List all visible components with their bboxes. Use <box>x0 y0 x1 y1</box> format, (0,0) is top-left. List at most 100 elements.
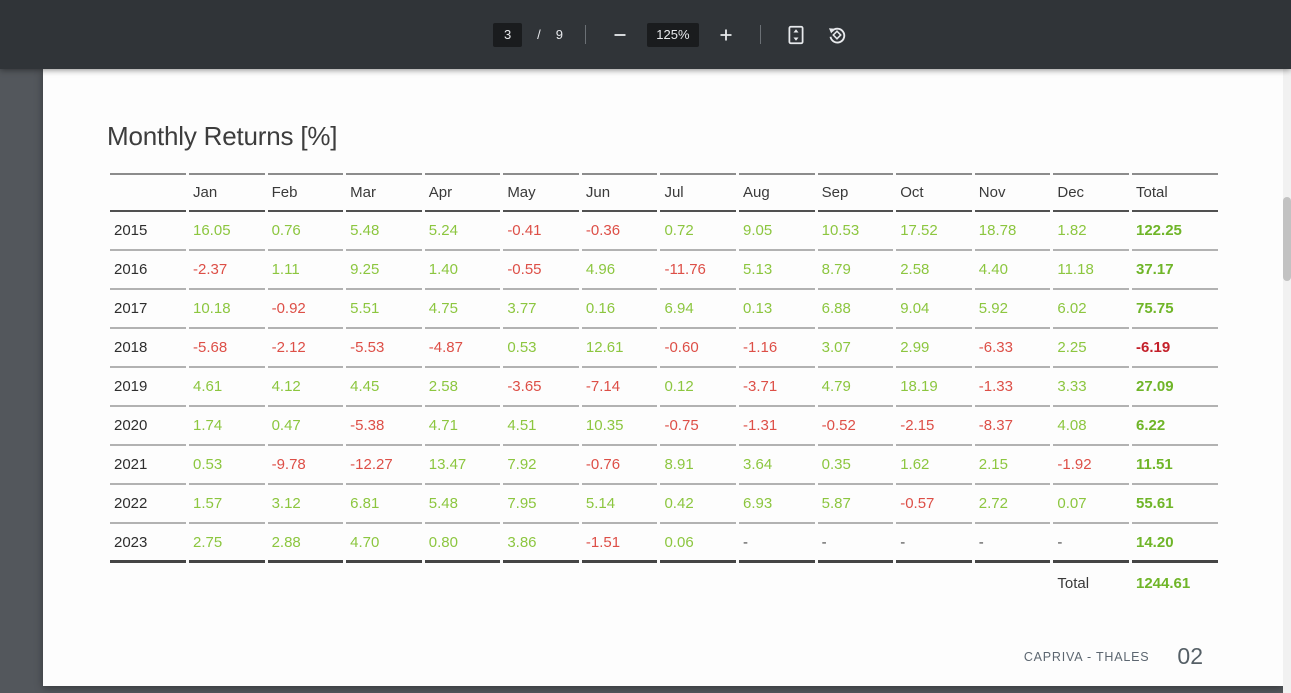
monthly-return-value: 0.07 <box>1053 485 1129 524</box>
table-row-2022: 2022 1.57 3.12 6.81 5.48 7.95 5.14 0.42 6.93 5.87… <box>110 485 1218 524</box>
year-label: 2022 <box>110 485 186 524</box>
column-header-mar: Mar <box>346 173 422 212</box>
monthly-return-value: 6.02 <box>1053 290 1129 329</box>
monthly-return-value: -9.78 <box>267 446 344 485</box>
year-label: 2021 <box>110 446 186 485</box>
minus-icon <box>610 25 630 45</box>
monthly-return-value: 0.76 <box>267 212 344 251</box>
monthly-return-value: 5.51 <box>346 290 422 329</box>
monthly-return-value: 2.15 <box>974 446 1051 485</box>
monthly-return-value: -1.16 <box>739 329 815 368</box>
monthly-return-value: 5.87 <box>817 485 894 524</box>
page-divider: / <box>537 27 541 42</box>
monthly-return-value: 3.86 <box>503 524 579 563</box>
column-header-total: Total <box>1132 173 1218 212</box>
monthly-return-value: -1.33 <box>974 368 1051 407</box>
column-header-nov: Nov <box>974 173 1051 212</box>
monthly-return-value: - <box>817 524 894 563</box>
monthly-return-value: 1.57 <box>189 485 265 524</box>
monthly-return-value: -0.60 <box>660 329 737 368</box>
column-header-year <box>110 173 186 212</box>
yearly-total-value: -6.19 <box>1132 329 1218 368</box>
toolbar-separator <box>759 25 761 44</box>
monthly-return-value: 4.79 <box>817 368 894 407</box>
monthly-return-value: 5.14 <box>581 485 658 524</box>
monthly-return-value: - <box>1053 524 1129 563</box>
monthly-return-value: 4.96 <box>581 251 658 290</box>
monthly-return-value: -7.14 <box>581 368 658 407</box>
column-header-jul: Jul <box>660 173 737 212</box>
monthly-return-value: -8.37 <box>974 407 1051 446</box>
monthly-return-value: 7.95 <box>503 485 579 524</box>
monthly-return-value: - <box>896 524 972 563</box>
table-row-2023: 2023 2.75 2.88 4.70 0.80 3.86 -1.51 0.06- - - - -14… <box>110 524 1218 563</box>
monthly-return-value: 1.11 <box>267 251 344 290</box>
monthly-return-value: 11.18 <box>1053 251 1129 290</box>
rotate-button[interactable] <box>824 22 850 48</box>
year-label: 2020 <box>110 407 186 446</box>
monthly-return-value: 4.12 <box>267 368 344 407</box>
monthly-return-value: -0.57 <box>896 485 972 524</box>
monthly-return-value: 0.53 <box>189 446 265 485</box>
monthly-return-value: 5.24 <box>424 212 501 251</box>
zoom-out-button[interactable] <box>608 23 632 47</box>
monthly-return-value: 8.91 <box>660 446 737 485</box>
fit-page-button[interactable] <box>783 22 809 48</box>
monthly-return-value: 4.40 <box>974 251 1051 290</box>
monthly-return-value: 5.13 <box>739 251 815 290</box>
yearly-total-value: 55.61 <box>1132 485 1218 524</box>
zoom-level-input[interactable] <box>646 22 699 47</box>
monthly-return-value: 2.72 <box>974 485 1051 524</box>
year-label: 2019 <box>110 368 186 407</box>
zoom-in-button[interactable] <box>714 23 738 47</box>
monthly-return-value: 3.77 <box>503 290 579 329</box>
monthly-return-value: 2.58 <box>424 368 501 407</box>
page-title: Monthly Returns [%] <box>107 121 338 151</box>
monthly-return-value: 4.71 <box>424 407 501 446</box>
table-row-2015: 2015 16.05 0.76 5.48 5.24 -0.41 -0.36 0.72 9.05 1… <box>110 212 1218 251</box>
monthly-return-value: -1.92 <box>1053 446 1129 485</box>
monthly-return-value: 9.04 <box>896 290 972 329</box>
scrollbar-thumb[interactable] <box>1283 197 1291 281</box>
rotate-counterclockwise-icon <box>826 24 848 46</box>
monthly-return-value: -4.87 <box>424 329 501 368</box>
monthly-return-value: 3.64 <box>739 446 815 485</box>
monthly-return-value: 8.79 <box>817 251 894 290</box>
monthly-return-value: -0.92 <box>267 290 344 329</box>
yearly-total-value: 11.51 <box>1132 446 1218 485</box>
column-header-sep: Sep <box>817 173 894 212</box>
monthly-return-value: -2.37 <box>189 251 265 290</box>
monthly-return-value: -1.31 <box>739 407 815 446</box>
monthly-return-value: - <box>974 524 1051 563</box>
monthly-return-value: 3.33 <box>1053 368 1129 407</box>
yearly-total-value: 27.09 <box>1132 368 1218 407</box>
plus-icon <box>716 25 736 45</box>
monthly-return-value: 2.99 <box>896 329 972 368</box>
monthly-return-value: 5.48 <box>424 485 501 524</box>
monthly-return-value: -0.75 <box>660 407 737 446</box>
monthly-return-value: 13.47 <box>424 446 501 485</box>
monthly-return-value: -6.33 <box>974 329 1051 368</box>
total-pages-label: 9 <box>555 27 563 42</box>
page-number-input[interactable] <box>493 22 523 47</box>
monthly-return-value: 0.13 <box>739 290 815 329</box>
monthly-returns-table-wrap: Jan Feb Mar Apr May Jun Jul Aug Sep Oct Nov Dec Tota… <box>107 173 1221 603</box>
table-row-2016: 2016 -2.37 1.11 9.25 1.40 -0.55 4.96 -11.76 5.13… <box>110 251 1218 290</box>
yearly-total-value: 6.22 <box>1132 407 1218 446</box>
monthly-return-value: 18.19 <box>896 368 972 407</box>
monthly-return-value: -2.12 <box>267 329 344 368</box>
monthly-return-value: 1.74 <box>189 407 265 446</box>
monthly-return-value: -0.76 <box>581 446 658 485</box>
year-label: 2016 <box>110 251 186 290</box>
year-label: 2023 <box>110 524 186 563</box>
monthly-return-value: -1.51 <box>581 524 658 563</box>
footer-page-number: 02 <box>1177 643 1203 669</box>
grand-total-row: Total 1244.61 <box>110 563 1218 603</box>
table-row-2021: 2021 0.53 -9.78 -12.27 13.47 7.92 -0.76 8.91 3.6… <box>110 446 1218 485</box>
monthly-return-value: 10.53 <box>817 212 894 251</box>
monthly-return-value: -3.71 <box>739 368 815 407</box>
monthly-return-value: -5.68 <box>189 329 265 368</box>
monthly-return-value: -5.38 <box>346 407 422 446</box>
vertical-scrollbar[interactable] <box>1283 69 1291 693</box>
